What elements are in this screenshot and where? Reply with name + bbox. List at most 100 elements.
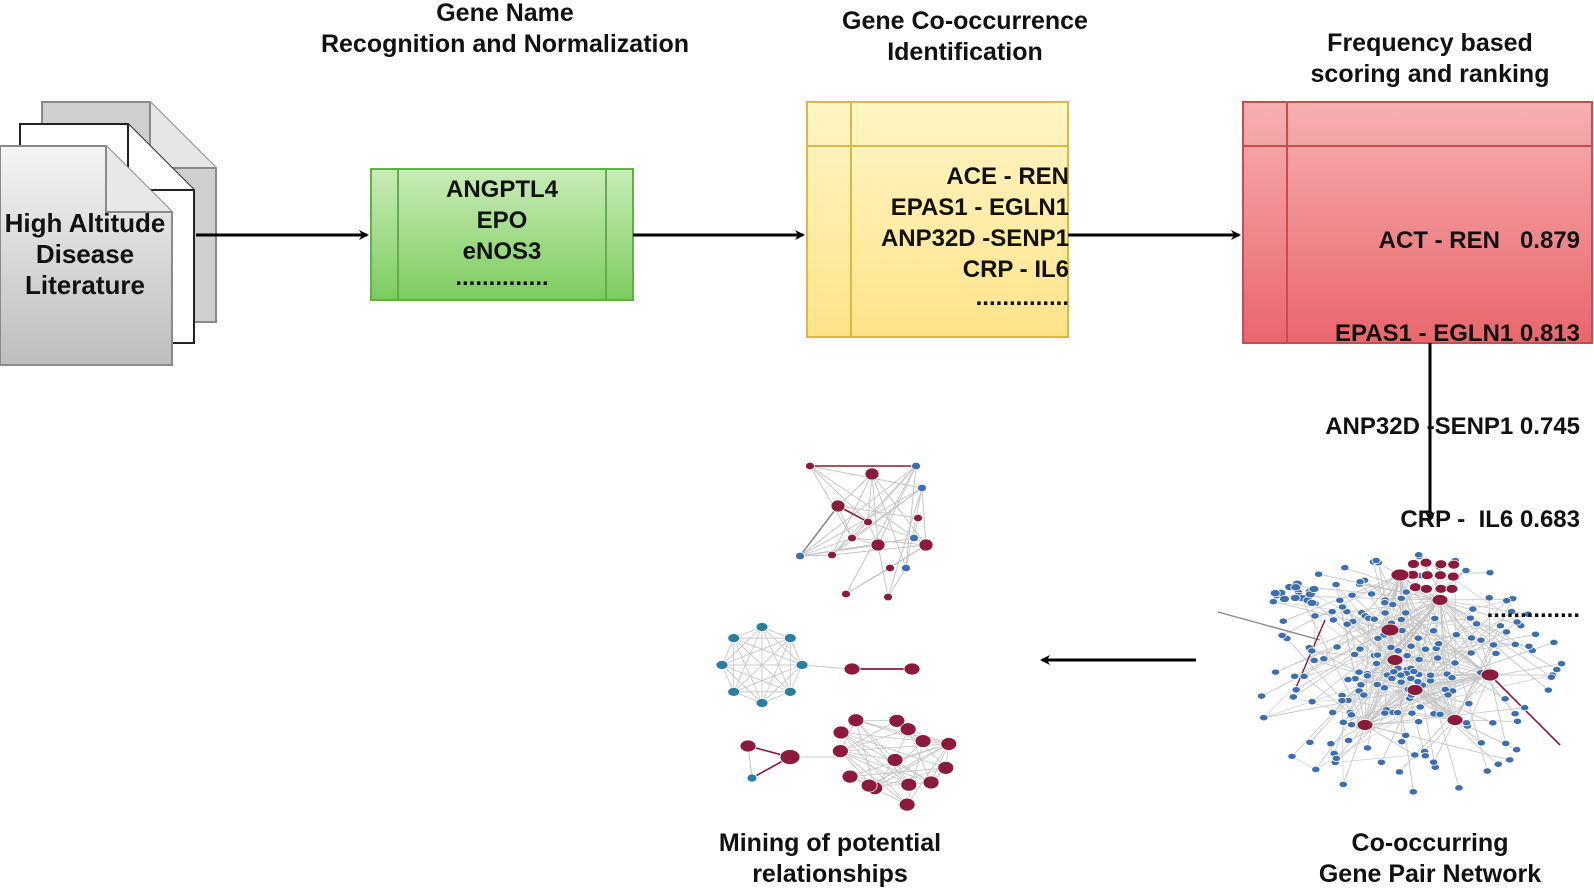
- network-node: [1489, 720, 1497, 726]
- network-node: [728, 634, 740, 643]
- network-node: [1310, 657, 1318, 663]
- network-node: [1544, 687, 1552, 693]
- network-node: [831, 500, 845, 512]
- network-edge: [1335, 755, 1415, 762]
- network-node: [1407, 685, 1423, 696]
- network-node: [780, 750, 800, 765]
- network-node: [1501, 696, 1509, 702]
- network-edge: [1434, 720, 1455, 762]
- network-node: [1344, 737, 1352, 743]
- network-node: [1415, 656, 1423, 662]
- network-node: [1355, 669, 1363, 675]
- network-edge: [907, 741, 923, 805]
- network-node: [1292, 687, 1300, 693]
- network-node: [923, 776, 939, 789]
- network-node: [1380, 685, 1388, 691]
- network-node: [728, 687, 740, 696]
- mining-title: Mining of potential relationships: [690, 828, 970, 890]
- network-node: [1414, 718, 1422, 724]
- network-node: [828, 551, 837, 559]
- network-node: [844, 663, 860, 675]
- network-node: [938, 761, 954, 774]
- network-node: [1300, 673, 1308, 679]
- scored-pair-item: CRP - IL6 0.683: [1287, 504, 1580, 535]
- network-node: [1465, 700, 1473, 706]
- network-node: [1511, 710, 1519, 716]
- network-node: [1455, 785, 1463, 791]
- network-edge: [1342, 695, 1343, 784]
- network-node: [1481, 669, 1499, 681]
- scored-pair-ellipsis: ..............: [1287, 597, 1580, 623]
- network-node: [1387, 655, 1403, 666]
- network-node: [1308, 698, 1316, 704]
- network-node: [902, 564, 911, 572]
- network-edge: [868, 522, 914, 538]
- network-node: [747, 774, 757, 782]
- network-node: [756, 623, 768, 632]
- network-node: [1260, 714, 1268, 720]
- network-node: [1483, 768, 1491, 774]
- network-node: [1436, 711, 1444, 717]
- network-node: [1398, 738, 1406, 744]
- network-node: [1290, 673, 1298, 679]
- network-node: [1332, 755, 1340, 761]
- network-node: [1270, 590, 1280, 597]
- network-node: [1388, 675, 1396, 681]
- network-node: [1327, 740, 1335, 746]
- gene-pair-item: ANP32D -SENP1: [851, 223, 1069, 254]
- network-node: [1257, 693, 1265, 699]
- network-node: [832, 745, 848, 758]
- network-node: [1347, 722, 1355, 728]
- network-node: [886, 564, 895, 572]
- network-node: [1372, 660, 1380, 666]
- mining-networks-graphic: [716, 462, 957, 811]
- network-node: [716, 661, 728, 670]
- scored-pair-item: ANP32D -SENP1 0.745: [1287, 411, 1580, 442]
- gene-pair-item: ACE - REN: [851, 161, 1069, 192]
- network-node: [1444, 692, 1452, 698]
- network-node: [1410, 668, 1418, 674]
- network-node: [1502, 740, 1510, 746]
- network-node: [865, 468, 879, 480]
- network-edge: [800, 538, 914, 556]
- network-node: [806, 462, 815, 470]
- network-node: [1339, 719, 1347, 725]
- network-node: [918, 484, 927, 492]
- network-node: [1520, 705, 1528, 711]
- network-edge: [1343, 725, 1365, 784]
- network-title: Co-occurring Gene Pair Network: [1290, 828, 1570, 890]
- network-node: [1288, 753, 1296, 759]
- network-node: [901, 778, 917, 791]
- co-occurrence-list: ACE - REN EPAS1 - EGLN1 ANP32D -SENP1 CR…: [851, 161, 1069, 311]
- network-node: [784, 687, 796, 696]
- network-node: [842, 770, 858, 783]
- network-node: [871, 539, 885, 551]
- network-node: [900, 723, 916, 736]
- network-node: [784, 634, 796, 643]
- network-node: [861, 779, 877, 792]
- gene-pair-item: CRP - IL6: [851, 254, 1069, 285]
- network-node: [848, 714, 864, 727]
- network-node: [1320, 656, 1328, 662]
- network-node: [1433, 655, 1441, 661]
- network-node: [904, 663, 920, 675]
- network-node: [884, 593, 893, 601]
- network-node: [1363, 745, 1371, 751]
- stage3-title: Frequency based scoring and ranking: [1280, 28, 1580, 90]
- network-node: [1557, 660, 1565, 666]
- network-node: [912, 462, 921, 470]
- network-edge: [840, 744, 948, 751]
- network-edge: [888, 568, 906, 597]
- network-node: [756, 699, 768, 708]
- network-node: [1360, 692, 1368, 698]
- network-node: [1401, 732, 1409, 738]
- network-node: [842, 590, 851, 598]
- network-node: [1426, 672, 1434, 678]
- network-node: [1381, 710, 1389, 716]
- network-node: [1421, 753, 1429, 759]
- network-node: [1347, 712, 1355, 718]
- network-edge: [922, 488, 926, 545]
- network-node: [1271, 669, 1279, 675]
- gene-item: EPO: [398, 205, 606, 236]
- network-node: [796, 661, 808, 670]
